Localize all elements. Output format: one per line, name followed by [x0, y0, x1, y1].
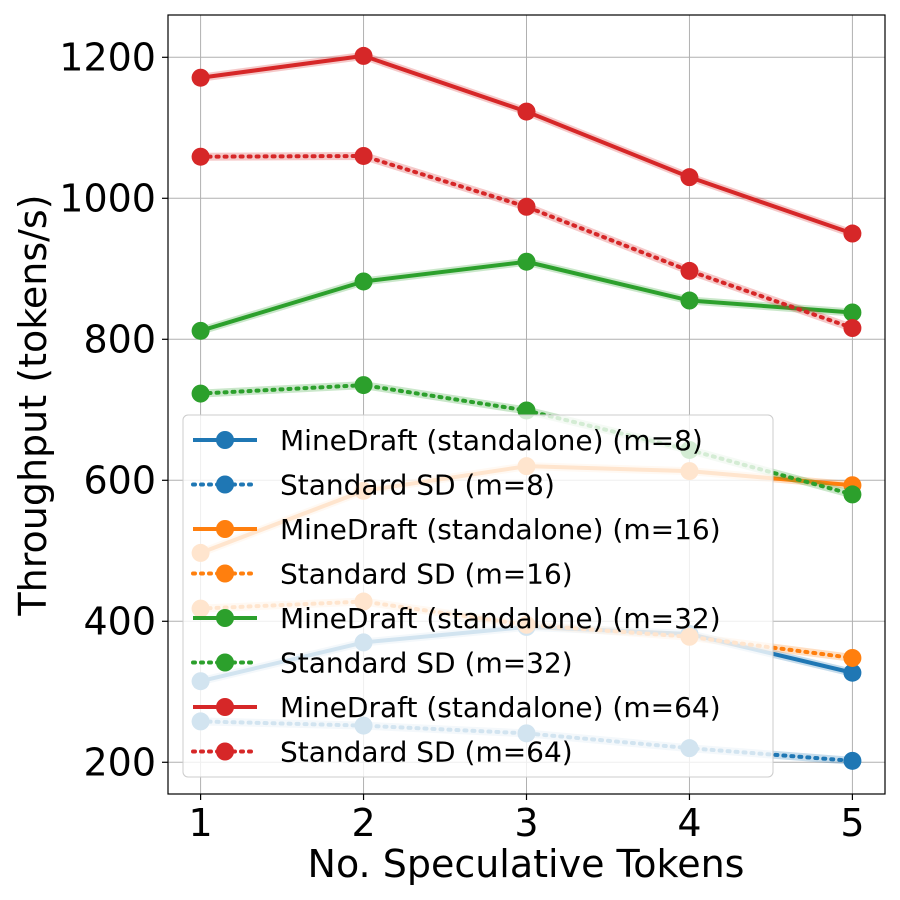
legend-marker: [216, 698, 234, 716]
data-point: [517, 102, 536, 121]
x-tick-label: 3: [514, 801, 538, 845]
x-axis-label: No. Speculative Tokens: [308, 842, 745, 886]
data-point: [354, 146, 373, 165]
legend-marker: [216, 653, 234, 672]
legend-item: Standard SD (m=16): [191, 558, 573, 591]
x-tick-label: 5: [840, 801, 864, 845]
y-tick-label: 800: [83, 317, 156, 361]
legend-marker: [216, 520, 234, 538]
y-tick-label: 400: [83, 599, 156, 643]
data-point: [843, 663, 862, 682]
series: [191, 46, 862, 243]
data-point: [843, 303, 862, 322]
data-point: [191, 321, 210, 340]
y-axis-ticks: 200 400 600 800 1000 1200: [59, 35, 168, 784]
data-point: [843, 485, 862, 504]
series: [191, 252, 862, 340]
legend-label: MineDraft (standalone) (m=64): [280, 691, 721, 724]
legend-label: Standard SD (m=8): [280, 469, 555, 502]
legend-item: Standard SD (m=32): [191, 647, 573, 680]
legend-marker: [216, 742, 234, 761]
data-point: [843, 751, 862, 770]
legend-marker: [216, 564, 234, 583]
legend-label: Standard SD (m=32): [280, 647, 573, 680]
legend-item: MineDraft (standalone) (m=8): [193, 424, 703, 457]
legend-marker: [216, 475, 234, 494]
data-point: [191, 68, 210, 87]
legend: MineDraft (standalone) (m=8) Standard SD …: [182, 414, 774, 778]
data-point: [843, 648, 862, 667]
legend-item: MineDraft (standalone) (m=16): [193, 513, 721, 546]
data-point: [680, 291, 699, 310]
x-tick-label: 4: [677, 801, 701, 845]
legend-item: Standard SD (m=8): [191, 469, 555, 502]
data-point: [680, 261, 699, 280]
data-point: [354, 46, 373, 65]
y-tick-label: 200: [83, 740, 156, 784]
legend-label: Standard SD (m=64): [280, 736, 573, 769]
legend-marker: [216, 609, 234, 627]
legend-box: [182, 414, 774, 778]
data-point: [843, 319, 862, 338]
data-point: [191, 147, 210, 166]
legend-label: MineDraft (standalone) (m=8): [280, 424, 703, 457]
legend-item: MineDraft (standalone) (m=64): [193, 691, 721, 724]
legend-item: Standard SD (m=64): [191, 736, 573, 769]
data-point: [517, 197, 536, 216]
legend-item: MineDraft (standalone) (m=32): [193, 602, 721, 635]
y-axis-label: Throughput (tokens/s): [11, 194, 55, 616]
series-line: [198, 153, 855, 331]
data-point: [354, 272, 373, 291]
legend-marker: [216, 431, 234, 449]
data-point: [843, 224, 862, 243]
x-tick-label: 1: [188, 801, 212, 845]
y-tick-label: 1200: [59, 35, 156, 79]
legend-label: Standard SD (m=16): [280, 558, 573, 591]
legend-label: MineDraft (standalone) (m=16): [280, 513, 721, 546]
y-tick-label: 600: [83, 458, 156, 502]
data-point: [680, 168, 699, 187]
legend-label: MineDraft (standalone) (m=32): [280, 602, 721, 635]
x-axis-ticks: 1 2 3 4 5: [188, 794, 865, 845]
data-point: [191, 384, 210, 403]
y-tick-label: 1000: [59, 176, 156, 220]
x-tick-label: 2: [351, 801, 375, 845]
series: [191, 146, 862, 338]
data-point: [354, 376, 373, 395]
data-point: [517, 252, 536, 271]
